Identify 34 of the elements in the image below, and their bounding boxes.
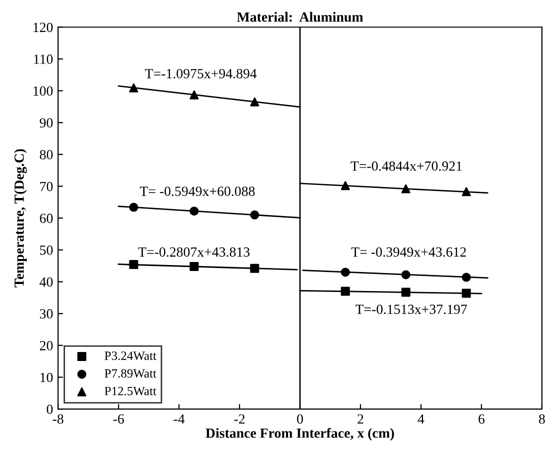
- y-tick-label: 90: [40, 118, 53, 128]
- y-tick-label: 30: [40, 309, 53, 319]
- y-tick-label: 80: [40, 150, 53, 160]
- annotation: T=-0.1513x+37.197: [355, 304, 467, 314]
- y-tick-label: 50: [40, 246, 53, 255]
- chart-title: Material: Aluminum: [236, 12, 364, 22]
- y-tick-label: 100: [34, 86, 53, 96]
- annotation: T=-0.2807x+43.813: [138, 247, 250, 257]
- y-tick-label: 40: [40, 277, 53, 287]
- y-tick-label: 60: [40, 214, 53, 224]
- x-axis-title: Distance From Interface, x (cm): [206, 428, 394, 441]
- x-tick-label: -6: [113, 414, 124, 424]
- x-tick-label: 8: [538, 414, 545, 424]
- y-tick-label: 10: [40, 372, 53, 382]
- annotation: T= -0.5949x+60.088: [140, 186, 255, 196]
- y-tick-label: 70: [40, 182, 53, 192]
- annotation: T=-1.0975x+94.894: [145, 68, 257, 78]
- y-tick-label: 120: [34, 22, 53, 32]
- x-tick-label: -2: [234, 414, 245, 424]
- annotation: T=-0.4844x+70.921: [350, 161, 462, 171]
- x-tick-label: 0: [297, 414, 303, 424]
- annotation: T= -0.3949x+43.612: [351, 247, 466, 257]
- y-tick-label: 0: [46, 404, 53, 414]
- legend-label: P12.5Watt: [104, 386, 156, 396]
- x-tick-label: -4: [174, 414, 185, 424]
- y-tick-label: 110: [34, 54, 53, 64]
- y-tick-label: 20: [40, 340, 53, 350]
- legend-label: P7.89Watt: [104, 369, 156, 378]
- x-tick-label: 6: [478, 414, 485, 424]
- x-tick-label: 2: [358, 414, 364, 424]
- x-tick-label: 4: [418, 414, 424, 424]
- y-axis-title: Temperature, T(Deg.C): [14, 149, 27, 288]
- legend-label: P3.24Watt: [104, 352, 156, 360]
- x-tick-label: -8: [52, 414, 64, 424]
